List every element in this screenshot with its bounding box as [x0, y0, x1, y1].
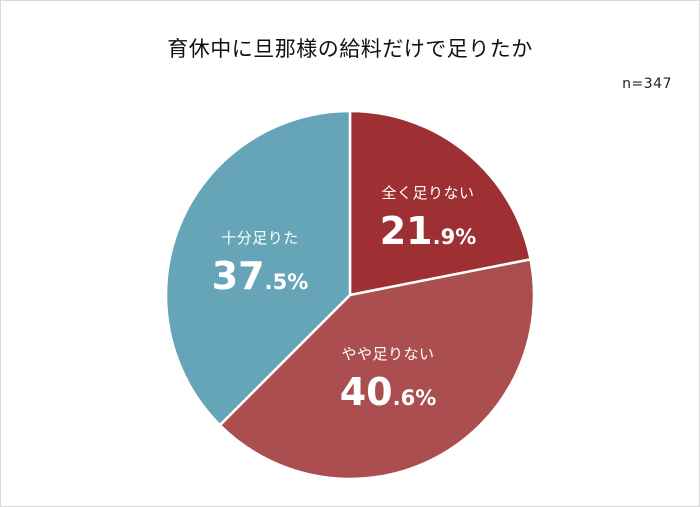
- slice-label-somewhat-not-enough: やや足りない 40.6%: [340, 343, 437, 414]
- slice-value: 21.9%: [379, 209, 477, 253]
- slice-category: 全く足りない: [381, 184, 475, 202]
- pie-slice: [348, 109, 532, 297]
- slice-label-not-enough-at-all: 全く足りない 21.9%: [380, 182, 477, 253]
- pie-slice: [218, 258, 536, 481]
- chart-title: 育休中に旦那様の給料だけで足りたか: [167, 37, 533, 61]
- slice-category: 十分足りた: [221, 229, 299, 247]
- sample-size-label: n=347: [622, 76, 672, 92]
- pie-slice: [164, 109, 352, 427]
- slice-label-enough: 十分足りた 37.5%: [212, 227, 309, 298]
- slice-value: 40.6%: [339, 370, 437, 414]
- slice-value: 37.5%: [211, 254, 309, 298]
- slice-category: やや足りない: [341, 345, 435, 363]
